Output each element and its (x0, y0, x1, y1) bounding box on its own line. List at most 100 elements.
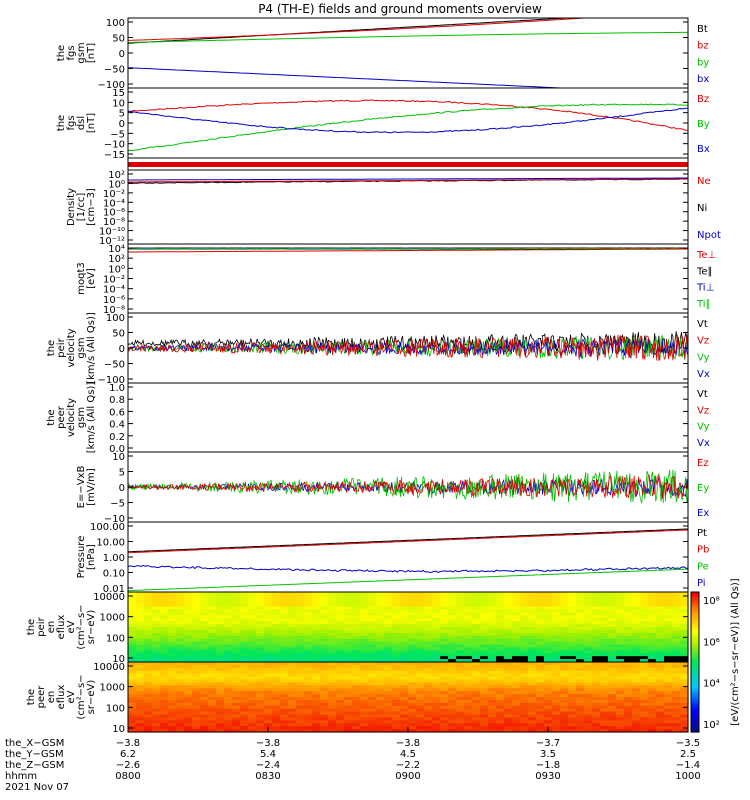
spectrogram-cell (160, 714, 169, 719)
spectrogram-cell (232, 699, 241, 704)
spectrogram-cell (472, 726, 481, 730)
spectrogram-cell (344, 664, 353, 669)
spectrogram-cell (664, 629, 673, 634)
spectrogram-cell (200, 705, 209, 710)
spectrogram-cell (568, 682, 577, 686)
spectrogram-cell (584, 638, 593, 643)
spectrogram-cell (440, 729, 449, 733)
spectrogram-cell (416, 609, 425, 614)
spectrogram-cell (560, 635, 569, 640)
spectrogram-cell (352, 685, 361, 689)
spectrogram-cell (400, 726, 409, 730)
spectrogram-cell (488, 629, 497, 634)
spectrogram-cell (680, 624, 689, 628)
spectrogram-cell (488, 726, 497, 730)
spectrogram-cell (280, 697, 289, 701)
spectrogram-cell (144, 691, 153, 695)
spectrogram-cell (368, 615, 377, 619)
spectrogram-cell (592, 685, 601, 689)
spectrogram-cell (608, 597, 617, 602)
spectrogram-cell (576, 592, 585, 596)
spectrogram-cell (440, 679, 449, 684)
spectrogram-cell (408, 609, 417, 614)
spectrogram-cell (384, 659, 393, 663)
spectrogram-cell (184, 594, 193, 599)
spectrogram-cell (200, 714, 209, 719)
spectrogram-cell (288, 714, 297, 719)
spectrogram-cell (640, 694, 649, 698)
spectrogram-cell (384, 606, 393, 611)
spectrogram-cell (256, 729, 265, 733)
spectrogram-cell (304, 606, 313, 611)
spectrogram-cell (160, 673, 169, 678)
spectrogram-cell (416, 656, 425, 660)
spectrogram-cell (304, 624, 313, 628)
spectrogram-cell (408, 656, 417, 660)
y-tick-label: 10000 (93, 662, 125, 673)
spectrogram-cell (272, 697, 281, 701)
spectrogram-cell (320, 688, 329, 692)
spectrogram-cell (184, 635, 193, 640)
spectrogram-cell (384, 702, 393, 707)
spectrogram-cell (592, 609, 601, 614)
spectrogram-cell (328, 618, 337, 622)
spectrogram-cell (416, 627, 425, 631)
spectrogram-cell (168, 708, 177, 713)
spectrogram-cell (640, 676, 649, 681)
spectrogram-cell (520, 594, 529, 599)
y-tick-label: 0.0 (109, 444, 125, 455)
spectrogram-cell (128, 624, 137, 628)
spectrogram-cell (568, 694, 577, 698)
spectrogram-cell (592, 621, 601, 625)
spectrogram-cell (288, 624, 297, 628)
spectrogram-cell (360, 711, 369, 716)
spectrogram-cell (280, 670, 289, 675)
spectrogram-cell (160, 691, 169, 695)
spectrogram-cell (296, 635, 305, 640)
colorbar-segment (691, 620, 699, 623)
spectrogram-cell (400, 650, 409, 654)
spectrogram-cell (544, 659, 553, 663)
spectrogram-cell (320, 726, 329, 730)
spectrogram-cell (272, 612, 281, 616)
spectrogram-cell (144, 723, 153, 727)
spectrogram-cell (488, 685, 497, 689)
spectrogram-cell (304, 662, 313, 666)
spectrogram-cell (344, 688, 353, 692)
spectrogram-cell (504, 650, 513, 654)
spectrogram-cell (488, 682, 497, 686)
spectrogram-cell (384, 597, 393, 602)
spectrogram-cell (400, 729, 409, 733)
spectrogram-cell (328, 685, 337, 689)
spectrogram-cell (216, 726, 225, 730)
spectrogram-cell (600, 592, 609, 596)
spectrogram-cell (352, 644, 361, 649)
spectrogram-cell (504, 702, 513, 707)
spectrogram-cell (592, 691, 601, 695)
spectrogram-cell (680, 697, 689, 701)
legend-item-Pb: Pb (697, 545, 709, 556)
spectrogram-cell (504, 679, 513, 684)
spectrogram-cell (216, 688, 225, 692)
spectrogram-cell (536, 609, 545, 614)
spectrogram-cell (432, 638, 441, 643)
spectrogram-cell (512, 615, 521, 619)
spectrogram-cell (240, 635, 249, 640)
spectrogram-cell (168, 600, 177, 605)
spectrogram-cell (320, 650, 329, 654)
spectrogram-cell (288, 621, 297, 625)
spectrogram-cell (248, 682, 257, 686)
spectrogram-cell (400, 618, 409, 622)
spectrogram-cell (592, 720, 601, 724)
spectrogram-cell (352, 662, 361, 666)
spectrogram-cell (560, 664, 569, 669)
spectrogram-cell (608, 653, 617, 657)
spectrogram-cell (152, 606, 161, 611)
spectrogram-cell (448, 629, 457, 634)
y-axis-title-line: gsm (76, 42, 87, 63)
spectrogram-cell (520, 705, 529, 710)
spectrogram-cell (520, 624, 529, 628)
spectrogram-cell (552, 708, 561, 713)
spectrogram-cell (440, 659, 449, 663)
